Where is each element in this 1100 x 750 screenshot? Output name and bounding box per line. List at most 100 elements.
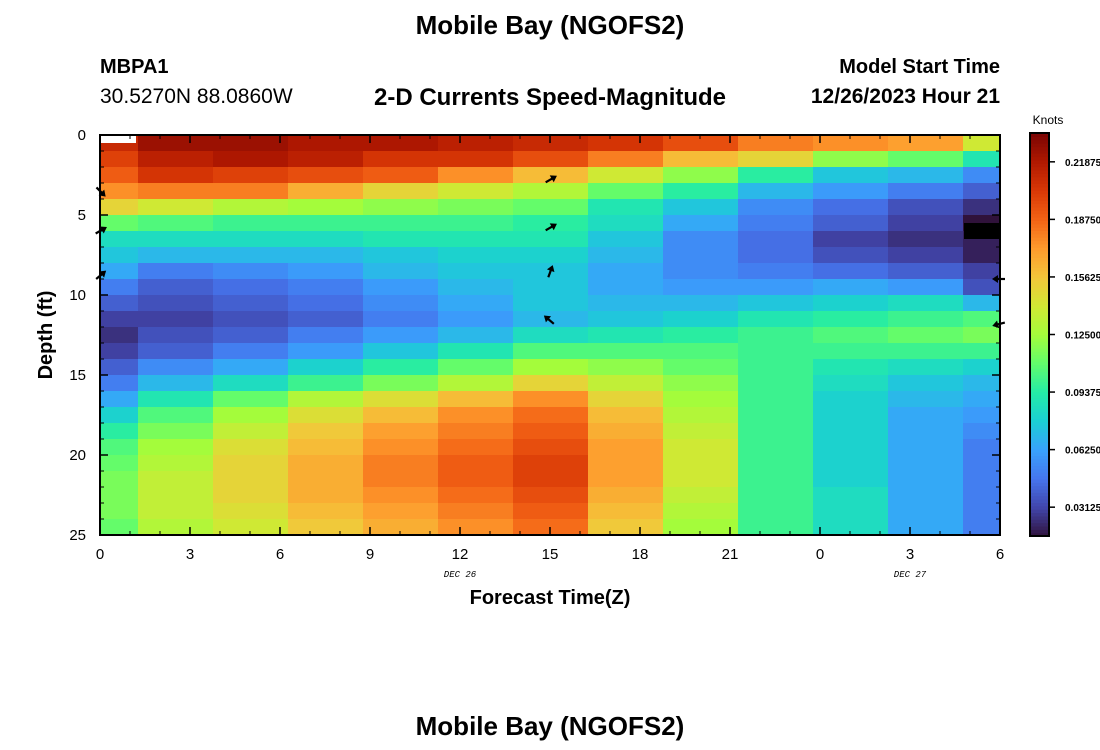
heatmap-cell [888, 375, 964, 392]
colorbar-segment [1030, 169, 1049, 174]
colorbar-segment [1030, 515, 1049, 520]
colorbar: 0.03125 0.06250 0.09375 0.12500 0.15625 0.187… [1029, 132, 1100, 537]
heatmap-cell [288, 471, 364, 488]
heatmap-cell [663, 471, 739, 488]
colorbar-segment [1030, 287, 1049, 292]
heatmap-cell [288, 455, 364, 472]
colorbar-segment [1030, 277, 1049, 282]
colorbar-segment [1030, 159, 1049, 164]
heatmap-cell [813, 167, 889, 184]
colorbar-tick-label: 0.18750 [1065, 215, 1100, 226]
colorbar-segment [1030, 394, 1049, 399]
heatmap-cell [363, 167, 439, 184]
special-cell [964, 223, 1000, 239]
heatmap-cell [288, 407, 364, 424]
x-axis-title: Forecast Time(Z) [470, 587, 631, 609]
heatmap-cell [100, 311, 139, 328]
colorbar-segment [1030, 499, 1049, 504]
heatmap-cell [963, 151, 1001, 168]
heatmap-cell [813, 487, 889, 504]
colorbar-segment [1030, 448, 1049, 453]
heatmap-cell [100, 231, 139, 248]
heatmap-cell [100, 519, 139, 536]
heatmap-cell [513, 519, 589, 536]
heatmap-cell [813, 455, 889, 472]
heatmap-cell [288, 519, 364, 536]
heatmap-cell [888, 167, 964, 184]
heatmap-cell [588, 439, 664, 456]
heatmap-cell [438, 343, 514, 360]
heatmap-cell [213, 471, 289, 488]
colorbar-segment [1030, 411, 1049, 416]
colorbar-segment [1030, 337, 1049, 342]
colorbar-segment [1030, 331, 1049, 336]
station-id: MBPA1 [100, 56, 169, 78]
heatmap-cell [738, 199, 814, 216]
heatmap-cell [138, 167, 214, 184]
colorbar-segment [1030, 458, 1049, 463]
heatmap-cell [213, 183, 289, 200]
x-tick-label: 6 [276, 546, 284, 563]
heatmap-cell [513, 407, 589, 424]
colorbar-segment [1030, 502, 1049, 507]
colorbar-segment [1030, 334, 1049, 339]
heatmap-cell [738, 487, 814, 504]
colorbar-segment [1030, 310, 1049, 315]
station-coordinates: 30.5270N 88.0860W [100, 85, 293, 108]
y-tick-label: 0 [78, 127, 86, 144]
colorbar-segment [1030, 317, 1049, 322]
heatmap-cell [588, 295, 664, 312]
heatmap-cell [738, 503, 814, 520]
colorbar-segment [1030, 280, 1049, 285]
heatmap-cell [438, 327, 514, 344]
colorbar-segment [1030, 358, 1049, 362]
heatmap-cell [513, 487, 589, 504]
heatmap-cell [138, 327, 214, 344]
heatmap-cell [513, 311, 589, 328]
heatmap-cell [100, 423, 139, 440]
heatmap-cell [288, 423, 364, 440]
colorbar-segment [1030, 233, 1049, 238]
y-tick-label: 15 [69, 367, 86, 384]
colorbar-segment [1030, 156, 1049, 161]
colorbar-segment [1030, 186, 1049, 191]
colorbar-segment [1030, 260, 1049, 265]
heatmap-cell [100, 167, 139, 184]
x-tick-label: 0 [816, 546, 824, 563]
heatmap-cell [288, 199, 364, 216]
heatmap-cell [663, 455, 739, 472]
heatmap-cell [363, 279, 439, 296]
heatmap-cell [663, 407, 739, 424]
colorbar-segment [1030, 143, 1049, 148]
second-chart-title: Mobile Bay (NGOFS2) [415, 711, 685, 741]
colorbar-segment [1030, 153, 1049, 158]
heatmap-cell [888, 199, 964, 216]
heatmap-cell [213, 295, 289, 312]
heatmap-cell [100, 391, 139, 408]
heatmap-cell [963, 407, 1001, 424]
heatmap-cell [738, 407, 814, 424]
heatmap-cell [588, 343, 664, 360]
heatmap-cell [213, 487, 289, 504]
heatmap-cell [513, 279, 589, 296]
special-cell [100, 135, 136, 143]
heatmap-cell [813, 311, 889, 328]
heatmap-cell [513, 471, 589, 488]
heatmap-cell [138, 375, 214, 392]
colorbar-segment [1030, 203, 1049, 208]
colorbar-segment [1030, 327, 1049, 332]
heatmap-cell [813, 343, 889, 360]
colorbar-tick-label: 0.09375 [1065, 388, 1100, 399]
heatmap-cell [588, 215, 664, 232]
colorbar-segment [1030, 240, 1049, 245]
heatmap-cell [438, 215, 514, 232]
colorbar-segment [1030, 216, 1049, 221]
heatmap-cell [663, 311, 739, 328]
heatmap-cell [138, 455, 214, 472]
colorbar-title: Knots [1033, 113, 1064, 127]
heatmap-cell [100, 199, 139, 216]
heatmap-cell [438, 407, 514, 424]
heatmap-cell [963, 327, 1001, 344]
heatmap-cell [513, 455, 589, 472]
colorbar-segment [1030, 284, 1049, 289]
